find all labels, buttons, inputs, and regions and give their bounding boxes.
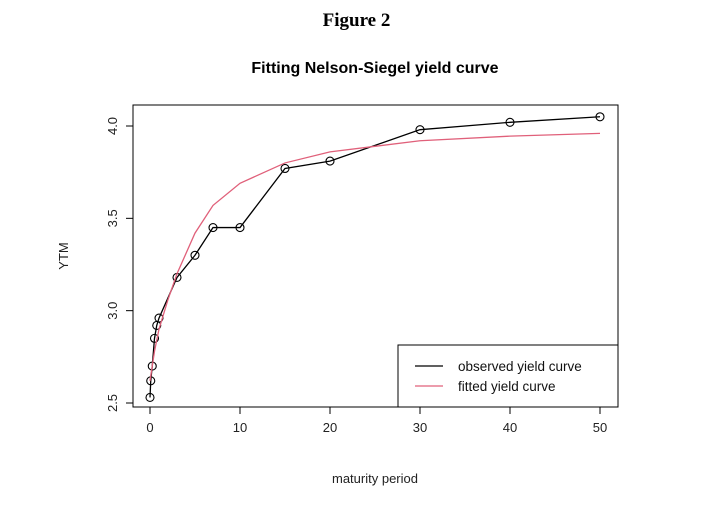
x-tick-label: 40	[503, 420, 517, 435]
y-tick-label: 2.5	[105, 394, 120, 412]
x-tick-label: 10	[233, 420, 247, 435]
data-point	[149, 333, 160, 343]
data-point	[325, 156, 335, 166]
data-point	[415, 125, 425, 135]
data-point	[280, 163, 290, 174]
series-line-fitted	[149, 132, 601, 381]
data-point	[505, 117, 515, 127]
y-axis-label: YTM	[56, 242, 71, 269]
legend-box	[397, 344, 619, 408]
x-tick-label: 50	[593, 420, 607, 435]
x-axis-label: maturity period	[332, 471, 418, 486]
x-tick-label: 0	[146, 420, 153, 435]
y-axis: 2.5 3.0 3.5 4.0	[105, 117, 134, 412]
y-tick-label: 4.0	[105, 117, 120, 135]
legend-label-fitted: fitted yield curve	[458, 379, 556, 394]
series-layer	[145, 112, 605, 403]
data-point	[595, 112, 605, 122]
x-tick-label: 30	[413, 420, 427, 435]
y-tick-label: 3.5	[105, 209, 120, 227]
data-point	[235, 223, 245, 233]
figure-label: Figure 2	[322, 10, 391, 31]
data-point	[208, 223, 218, 233]
y-tick-label: 3.0	[105, 302, 120, 320]
legend-label-observed: observed yield curve	[458, 359, 582, 374]
data-point	[190, 250, 200, 260]
x-axis: 0 10 20 30 40 50	[146, 406, 607, 435]
x-tick-label: 20	[323, 420, 337, 435]
legend: observed yield curve fitted yield curve	[397, 344, 619, 408]
chart-title: Fitting Nelson-Siegel yield curve	[251, 60, 498, 77]
data-point	[145, 392, 155, 403]
